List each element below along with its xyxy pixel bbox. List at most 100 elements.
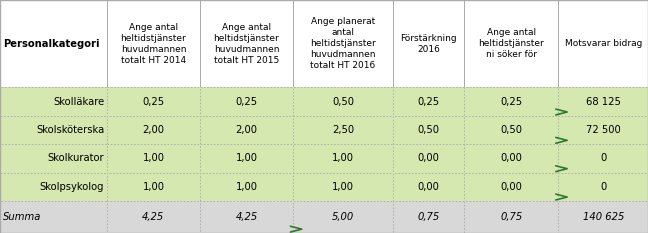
Bar [0,144,107,172]
Bar [107,144,200,172]
Bar [0,116,107,144]
Bar [393,201,464,233]
Bar [393,201,464,233]
Bar [464,201,559,233]
Bar [200,87,293,116]
Text: 4,25: 4,25 [235,212,257,222]
Bar [293,172,393,201]
Text: Ange antal
heltidstjänster
huvudmannen
totalt HT 2015: Ange antal heltidstjänster huvudmannen t… [214,23,279,65]
Bar [107,87,200,116]
Text: Personalkategori: Personalkategori [3,39,100,49]
Bar [559,201,648,233]
Bar [559,87,648,116]
Bar [559,116,648,144]
Bar [107,144,200,172]
Bar [393,87,464,116]
Bar [293,0,393,87]
Bar [107,201,200,233]
Text: 1,00: 1,00 [235,182,257,192]
Text: 0,50: 0,50 [332,97,354,107]
Bar [464,0,559,87]
Bar [464,201,559,233]
Text: 0,25: 0,25 [143,97,165,107]
Bar [559,116,648,144]
Bar [200,0,293,87]
Bar [293,0,393,87]
Bar [200,87,293,116]
Text: Förstärkning
2016: Förstärkning 2016 [400,34,457,54]
Bar [559,0,648,87]
Bar [393,144,464,172]
Text: 0,25: 0,25 [417,97,439,107]
Bar [0,201,107,233]
Bar [559,144,648,172]
Bar [107,172,200,201]
Bar [293,172,393,201]
Bar [200,201,293,233]
Bar [200,144,293,172]
Text: Motsvarar bidrag: Motsvarar bidrag [564,39,642,48]
Text: Summa: Summa [3,212,41,222]
Bar [107,0,200,87]
Text: 1,00: 1,00 [143,153,165,163]
Text: 2,00: 2,00 [143,125,165,135]
Text: Ange antal
heltidstjänster
huvudmannen
totalt HT 2014: Ange antal heltidstjänster huvudmannen t… [121,23,186,65]
Text: 0,00: 0,00 [500,153,522,163]
Bar [200,172,293,201]
Text: 72 500: 72 500 [586,125,621,135]
Bar [559,172,648,201]
Text: 0: 0 [600,182,607,192]
Bar [0,0,107,87]
Text: 5,00: 5,00 [332,212,354,222]
Bar [107,0,200,87]
Text: Skolsköterska: Skolsköterska [36,125,104,135]
Text: 4,25: 4,25 [143,212,165,222]
Text: 2,50: 2,50 [332,125,354,135]
Text: Skolkurator: Skolkurator [48,153,104,163]
Bar [0,172,107,201]
Bar [393,0,464,87]
Bar [464,144,559,172]
Bar [293,116,393,144]
Bar [464,87,559,116]
Bar [107,116,200,144]
Text: 140 625: 140 625 [583,212,624,222]
Text: Ange planerat
antal
heltidstjänster
huvudmannen
totalt HT 2016: Ange planerat antal heltidstjänster huvu… [310,17,376,70]
Bar [200,0,293,87]
Text: Ange antal
heltidstjänster
ni söker för: Ange antal heltidstjänster ni söker för [478,28,544,59]
Bar [200,144,293,172]
Bar [393,87,464,116]
Bar [559,87,648,116]
Bar [293,116,393,144]
Bar [293,87,393,116]
Text: Skolpsykolog: Skolpsykolog [40,182,104,192]
Bar [0,144,107,172]
Bar [200,201,293,233]
Text: 1,00: 1,00 [332,182,354,192]
Bar [0,87,107,116]
Bar [464,116,559,144]
Text: 0,00: 0,00 [417,182,439,192]
Text: 0,50: 0,50 [500,125,522,135]
Bar [293,87,393,116]
Bar [293,201,393,233]
Bar [0,116,107,144]
Text: 68 125: 68 125 [586,97,621,107]
Bar [0,87,107,116]
Bar [559,0,648,87]
Text: 0,25: 0,25 [500,97,522,107]
Text: 1,00: 1,00 [332,153,354,163]
Bar [559,144,648,172]
Text: 1,00: 1,00 [235,153,257,163]
Bar [200,116,293,144]
Bar [200,116,293,144]
Bar [107,172,200,201]
Bar [0,0,107,87]
Bar [393,172,464,201]
Bar [464,0,559,87]
Bar [293,144,393,172]
Text: Skolläkare: Skolläkare [53,97,104,107]
Bar [393,116,464,144]
Text: 0,25: 0,25 [235,97,257,107]
Bar [393,144,464,172]
